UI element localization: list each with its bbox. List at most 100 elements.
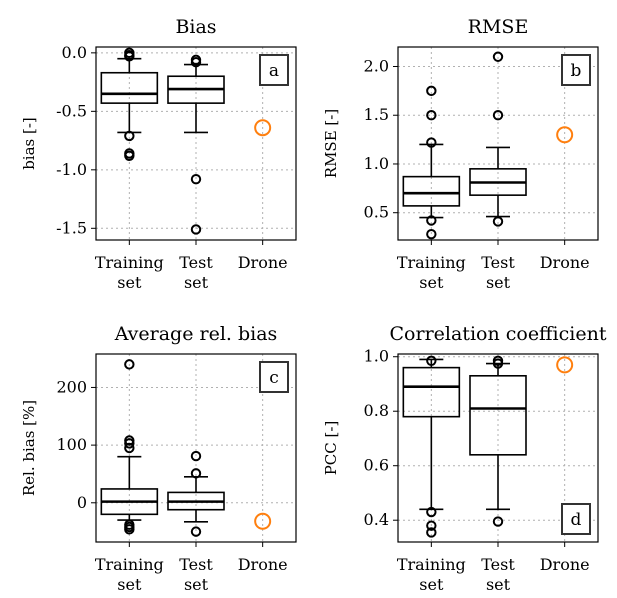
x-tick-label-line2: set	[117, 273, 142, 292]
outlier-point	[190, 468, 202, 479]
y-tick-label: 0.0	[62, 43, 87, 62]
x-tick-label-line2: set	[419, 273, 444, 292]
drone-marker	[556, 356, 574, 374]
outlier-point	[124, 130, 135, 142]
outlier-point	[124, 435, 135, 446]
x-tick-label: Drone	[540, 555, 590, 574]
y-axis-label: Rel. bias [%]	[20, 400, 38, 496]
outlier-point	[492, 216, 504, 227]
drone-marker	[254, 119, 272, 137]
x-tick-label-line2: set	[184, 575, 209, 594]
box-1	[402, 355, 461, 538]
y-tick-label: 0.4	[364, 510, 389, 529]
panel-title: RMSE	[468, 16, 529, 38]
outlier-point	[492, 110, 504, 121]
box-2	[167, 450, 225, 537]
box-2	[167, 54, 225, 235]
panel-d: Correlation coefficient 0.4 0.6 0.8 1.0 Train…	[322, 323, 607, 594]
box-1	[402, 85, 461, 240]
outlier-point	[426, 137, 437, 148]
x-tick-label: Training	[397, 555, 466, 574]
box-1	[100, 359, 159, 535]
x-tick-label: Test	[481, 555, 515, 574]
panel-label-box	[259, 54, 289, 86]
panel-label-box	[259, 361, 289, 393]
x-tick-label: Training	[397, 253, 466, 272]
outlier-point	[426, 355, 437, 367]
x-tick-label: Drone	[540, 253, 590, 272]
x-tick-label-line2: set	[184, 273, 209, 292]
outlier-point	[190, 173, 202, 185]
x-tick-label: Training	[95, 555, 164, 574]
x-tick-label: Training	[95, 253, 164, 272]
x-tick-label: Test	[179, 253, 213, 272]
y-axis-label: PCC [-]	[322, 421, 340, 476]
y-tick-label: 1.0	[364, 347, 389, 366]
outlier-point	[190, 526, 202, 537]
panel-title: Bias	[175, 16, 216, 38]
outlier-point	[124, 51, 135, 62]
box-iqr	[402, 366, 461, 418]
y-tick-label: -1.5	[56, 218, 87, 237]
box-iqr	[100, 71, 159, 104]
axes-frame	[397, 46, 599, 241]
drone-marker	[254, 512, 272, 530]
outlier-point	[426, 215, 437, 226]
y-tick-label: -0.5	[56, 101, 87, 120]
y-axis-label: RMSE [-]	[322, 109, 340, 178]
outlier-point	[190, 224, 202, 235]
panel-c: Average rel. bias0100200TrainingsetTests…	[20, 323, 297, 594]
panel-label: b	[571, 61, 582, 81]
outlier-point	[124, 524, 135, 535]
x-tick-label: Drone	[238, 253, 288, 272]
x-tick-label-line2: set	[117, 575, 142, 594]
panel-label: a	[269, 61, 279, 81]
axes-frame	[95, 46, 297, 241]
y-tick-label: 0.5	[364, 203, 389, 222]
y-axis-label: bias [-]	[20, 117, 38, 170]
panel-label-box	[561, 503, 591, 535]
box-2	[469, 355, 527, 527]
y-tick-label: 0	[77, 493, 87, 512]
outlier-point	[492, 51, 504, 62]
panel-title: Average rel. bias	[114, 323, 278, 345]
panel-a: Bias0.0-0.5-1.0-1.5TrainingsetTestsetDro…	[20, 16, 297, 292]
outlier-point	[426, 520, 437, 531]
outlier-point	[492, 516, 504, 527]
y-tick-label: 1.5	[364, 105, 389, 124]
outlier-point	[426, 85, 437, 97]
x-tick-label: Test	[179, 555, 213, 574]
x-tick-label-line2: set	[486, 273, 511, 292]
box-iqr	[469, 374, 527, 456]
axes-frame	[95, 353, 297, 543]
y-tick-label: -1.0	[56, 160, 87, 179]
outlier-point	[426, 228, 437, 240]
outlier-point	[426, 110, 437, 121]
outlier-point	[426, 527, 437, 538]
panel-title: Correlation coefficient	[390, 323, 607, 345]
box-iqr	[402, 175, 461, 207]
axes-frame	[397, 353, 599, 543]
box-2	[469, 51, 527, 227]
drone-marker	[556, 126, 574, 144]
outlier-point	[124, 150, 135, 161]
y-tick-label: 100	[56, 435, 87, 454]
y-tick-label: 2.0	[364, 56, 389, 75]
panel-b: RMSE0.51.01.52.0TrainingsetTestsetDroneR…	[322, 16, 599, 292]
outlier-point	[492, 358, 504, 369]
y-tick-label: 200	[56, 377, 87, 396]
y-tick-label: 1.0	[364, 154, 389, 173]
x-tick-label: Test	[481, 253, 515, 272]
x-tick-label: Drone	[238, 555, 288, 574]
y-tick-label: 0.6	[364, 456, 389, 475]
panel-label: d	[571, 510, 582, 530]
y-tick-label: 0.8	[364, 401, 389, 420]
outlier-point	[190, 57, 202, 68]
x-tick-label-line2: set	[486, 575, 511, 594]
panel-label-box	[561, 54, 591, 86]
x-tick-label-line2: set	[419, 575, 444, 594]
outlier-point	[190, 450, 202, 462]
outlier-point	[426, 506, 437, 518]
outlier-point	[124, 359, 135, 370]
